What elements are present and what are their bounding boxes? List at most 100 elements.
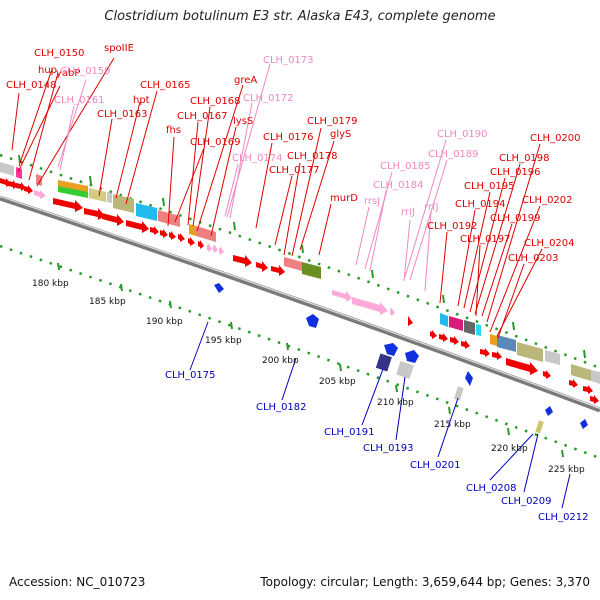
gene-arrow	[126, 220, 149, 233]
scale-labels: 180 kbp 185 kbp 190 kbp 195 kbp 200 kbp …	[32, 279, 585, 475]
gene-arrow	[583, 385, 593, 394]
gene-label: CLH_0172	[243, 93, 294, 104]
gene-arrow	[390, 307, 395, 316]
gene-label: CLH_0196	[490, 167, 541, 178]
gene-label: CLH_0150	[34, 48, 85, 59]
gene-arrow	[58, 186, 88, 198]
gene-arrow	[332, 290, 352, 302]
gene-label: CLH_0167	[177, 111, 228, 122]
gene-label: CLH_0185	[380, 161, 431, 172]
gene-arrow	[506, 358, 538, 375]
gene-label: CLH_0159	[60, 66, 111, 77]
gene-arrow	[461, 340, 470, 349]
gene-arrow	[0, 162, 14, 176]
gene-label: CLH_0190	[437, 129, 488, 140]
gene-label: hpt	[133, 95, 150, 106]
gene-label: CLH_0177	[269, 165, 320, 176]
top-gene-labels: yabP CLH_0150 spoIIE hup CLH_0159 CLH_01…	[6, 43, 581, 264]
scale-label: 215 kbp	[434, 420, 471, 430]
bottom-callout-lines	[189, 321, 571, 509]
gene-arrow	[352, 297, 388, 315]
gene-arrow	[16, 167, 22, 179]
gene-label: CLH_0208	[466, 483, 517, 494]
backbone-highlight	[0, 195, 600, 410]
gene-label: CLH_0202	[522, 195, 573, 206]
gene-arrow	[136, 203, 157, 221]
gene-arrow	[233, 255, 252, 267]
gene-label: CLH_0179	[307, 116, 358, 127]
gene-arrow	[53, 198, 83, 212]
gene-arrow	[256, 261, 268, 272]
gene-arrow	[198, 240, 204, 249]
gene-arrow	[160, 229, 168, 238]
scale-label: 190 kbp	[146, 317, 183, 327]
gene-label: CLH_0212	[538, 512, 589, 523]
gene-label: CLH_0194	[455, 199, 506, 210]
gene-label: CLH_0173	[263, 55, 314, 66]
backbone-line	[0, 195, 600, 413]
top-callout-lines	[11, 57, 543, 339]
gene-label: CLH_0191	[324, 427, 375, 438]
gene-label: CLH_0182	[256, 402, 307, 413]
gene-label: CLH_0165	[140, 80, 191, 91]
gene-label: greA	[234, 75, 257, 86]
gene-arrow	[169, 231, 176, 240]
gene-arrow	[408, 316, 413, 326]
gene-arrow	[543, 370, 551, 379]
reverse-strand-genes	[214, 283, 588, 434]
gene-label: CLH_0168	[190, 96, 241, 107]
gene-arrow	[384, 343, 398, 356]
accession-label: Accession: NC_010723	[9, 575, 146, 589]
gene-label: yabP	[56, 68, 80, 79]
gene-arrow	[569, 379, 578, 388]
gene-arrow	[196, 226, 216, 242]
forward-strand-genes	[0, 162, 600, 404]
forward-dotted-track	[0, 153, 600, 370]
gene-box	[535, 420, 544, 434]
gene-label: rrfJ	[424, 202, 439, 213]
gene-arrow	[219, 246, 224, 255]
gene-label: CLH_0199	[490, 213, 541, 224]
gene-label: CLH_0198	[499, 153, 550, 164]
gene-box	[453, 386, 464, 401]
gene-label: glyS	[330, 129, 351, 140]
gene-arrow	[34, 190, 46, 199]
gene-arrow	[213, 244, 218, 253]
scale-label: 220 kbp	[491, 444, 528, 454]
gene-arrow	[476, 324, 481, 336]
gene-arrow	[189, 224, 196, 236]
scale-label: 225 kbp	[548, 465, 585, 475]
scale-label: 195 kbp	[205, 336, 242, 346]
gene-label: spoIIE	[104, 43, 134, 54]
gene-arrow	[150, 226, 159, 235]
map-title: Clostridium botulinum E3 str. Alaska E43…	[104, 9, 496, 24]
gene-arrow	[16, 182, 26, 191]
gene-arrow	[302, 262, 321, 279]
gene-arrow	[24, 185, 33, 194]
gene-label: CLH_0197	[460, 234, 511, 245]
scale-label: 210 kbp	[377, 398, 414, 408]
gene-arrow	[306, 314, 319, 328]
gene-arrow	[590, 395, 599, 404]
gene-arrow	[545, 350, 560, 365]
scale-label: 185 kbp	[89, 297, 126, 307]
scale-label: 205 kbp	[319, 377, 356, 387]
gene-arrow	[84, 208, 105, 220]
gene-label: CLH_0175	[165, 370, 216, 381]
gene-label: CLH_0163	[97, 109, 148, 120]
gene-label: CLH_0148	[6, 80, 57, 91]
gene-box	[375, 353, 392, 372]
gene-label: murD	[330, 193, 358, 204]
gene-box	[396, 361, 414, 379]
gene-arrow	[480, 348, 490, 357]
gene-arrow	[89, 188, 106, 202]
gene-label: fhs	[166, 125, 181, 136]
gene-label: CLH_0176	[263, 132, 314, 143]
gene-label: CLH_0201	[410, 460, 461, 471]
tick-marks	[18, 154, 586, 458]
gene-arrow	[8, 180, 18, 189]
gene-arrow	[207, 243, 212, 252]
scale-label: 200 kbp	[262, 356, 299, 366]
scale-label: 180 kbp	[32, 279, 69, 289]
gene-arrow	[440, 313, 448, 327]
